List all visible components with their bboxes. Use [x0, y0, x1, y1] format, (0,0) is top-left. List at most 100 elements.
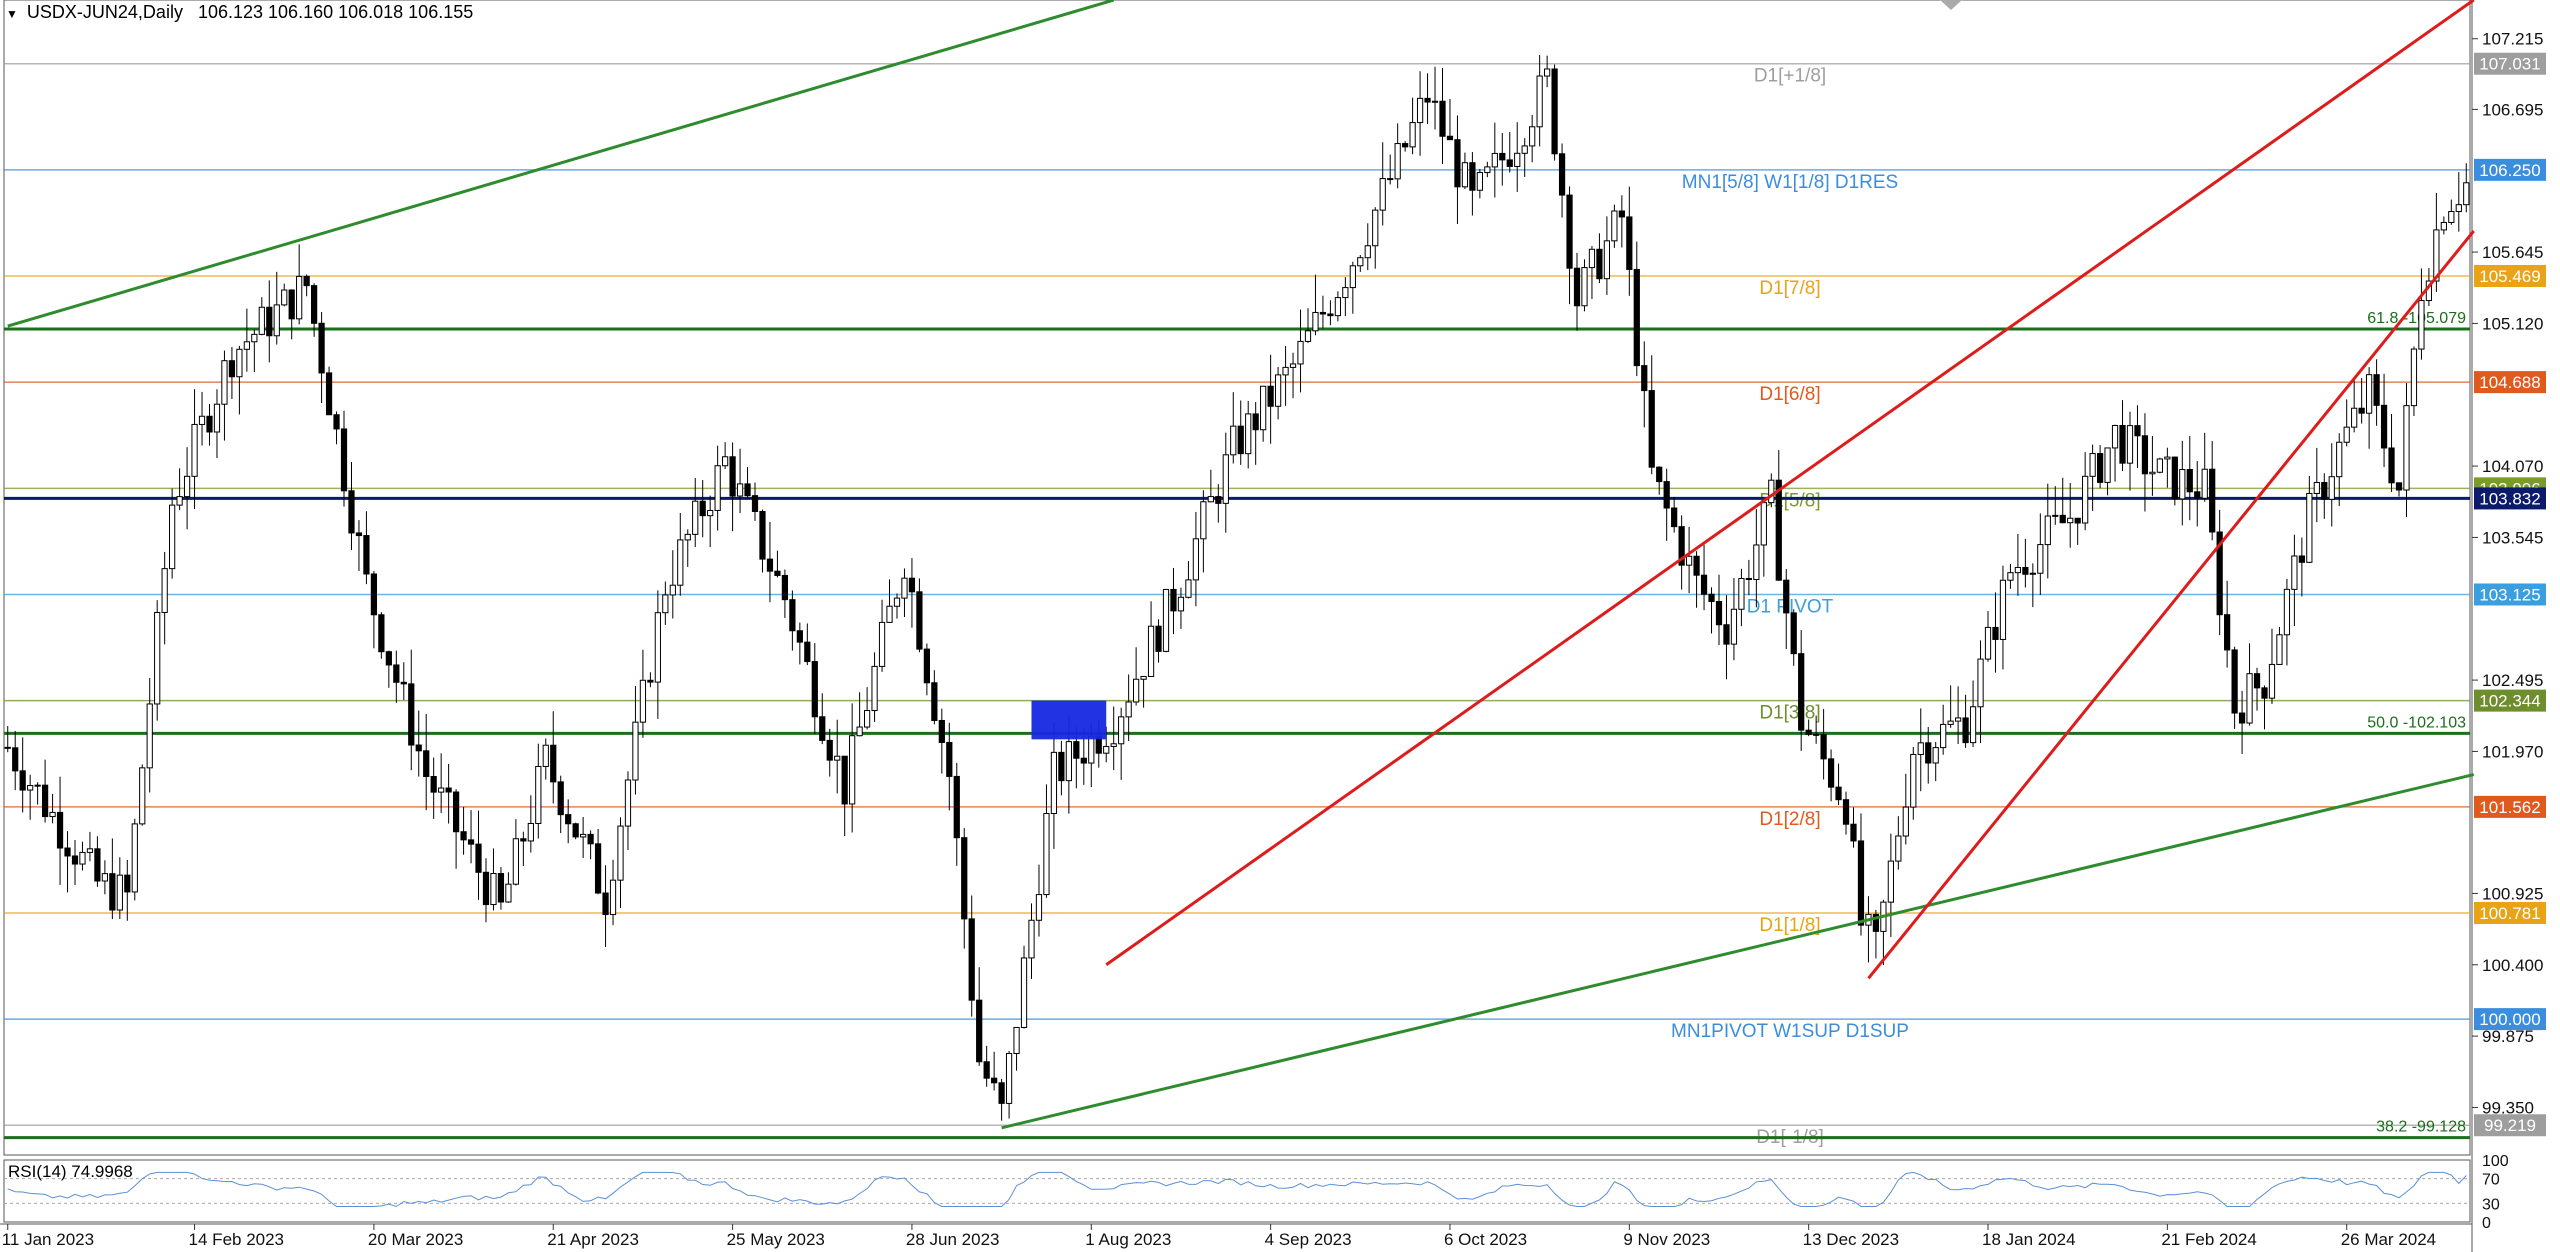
- candle-body[interactable]: [363, 535, 370, 575]
- candle-body[interactable]: [520, 838, 527, 842]
- candle-body[interactable]: [415, 744, 422, 752]
- candle-body[interactable]: [841, 755, 848, 805]
- candle-body[interactable]: [1364, 245, 1371, 259]
- candle-body[interactable]: [744, 483, 751, 497]
- candle-body[interactable]: [2261, 687, 2268, 699]
- candle-body[interactable]: [2149, 471, 2156, 475]
- candle-body[interactable]: [632, 721, 639, 781]
- candle-body[interactable]: [1835, 786, 1842, 801]
- candle-body[interactable]: [131, 823, 138, 893]
- candle-body[interactable]: [116, 874, 123, 911]
- candle-body[interactable]: [1043, 813, 1050, 896]
- candle-body[interactable]: [1730, 608, 1738, 645]
- candle-body[interactable]: [2328, 476, 2335, 500]
- candle-body[interactable]: [759, 510, 766, 560]
- candle-body[interactable]: [1177, 596, 1185, 612]
- candle-body[interactable]: [856, 726, 863, 737]
- candle-body[interactable]: [1028, 919, 1035, 959]
- candle-body[interactable]: [1424, 97, 1431, 103]
- candle-body[interactable]: [2134, 425, 2141, 437]
- candle-body[interactable]: [1073, 741, 1080, 759]
- candle-body[interactable]: [961, 837, 968, 920]
- candle-body[interactable]: [565, 814, 572, 825]
- candle-body[interactable]: [1125, 701, 1132, 718]
- candle-body[interactable]: [1708, 593, 1715, 603]
- candle-body[interactable]: [2216, 531, 2223, 616]
- candle-body[interactable]: [893, 597, 901, 607]
- candle-body[interactable]: [1618, 210, 1625, 218]
- candle-body[interactable]: [1454, 139, 1461, 188]
- candle-body[interactable]: [1611, 210, 1618, 242]
- trend-line[interactable]: [7, 0, 1115, 328]
- candle-body[interactable]: [1484, 166, 1491, 174]
- candle-body[interactable]: [1656, 466, 1663, 483]
- candle-body[interactable]: [1827, 758, 1835, 788]
- candle-body[interactable]: [101, 873, 108, 882]
- candle-body[interactable]: [669, 584, 676, 596]
- candle-body[interactable]: [1192, 538, 1200, 581]
- candle-body[interactable]: [1558, 153, 1566, 196]
- candle-body[interactable]: [2044, 515, 2051, 546]
- candle-body[interactable]: [2007, 572, 2014, 581]
- candle-body[interactable]: [183, 475, 191, 498]
- candle-body[interactable]: [176, 496, 183, 506]
- candle-body[interactable]: [1319, 311, 1327, 315]
- candle-body[interactable]: [12, 747, 19, 772]
- candle-body[interactable]: [1409, 122, 1416, 148]
- candle-body[interactable]: [34, 784, 41, 787]
- candle-body[interactable]: [535, 765, 542, 824]
- candle-body[interactable]: [2321, 481, 2328, 500]
- candle-body[interactable]: [580, 833, 587, 838]
- candle-body[interactable]: [71, 855, 79, 865]
- candle-body[interactable]: [1551, 68, 1558, 155]
- candle-body[interactable]: [1588, 248, 1596, 269]
- candle-body[interactable]: [2366, 374, 2373, 414]
- candle-body[interactable]: [1274, 374, 1282, 407]
- candle-body[interactable]: [2463, 182, 2470, 206]
- candle-body[interactable]: [1349, 265, 1356, 289]
- candle-body[interactable]: [2351, 407, 2358, 428]
- candle-body[interactable]: [1596, 248, 1603, 280]
- candle-body[interactable]: [1133, 678, 1140, 703]
- candle-body[interactable]: [1394, 143, 1401, 180]
- candle-body[interactable]: [198, 415, 206, 425]
- candle-body[interactable]: [438, 787, 445, 793]
- candle-body[interactable]: [1237, 425, 1244, 455]
- candle-body[interactable]: [303, 275, 310, 287]
- candle-body[interactable]: [27, 785, 34, 791]
- candle-body[interactable]: [1476, 172, 1483, 191]
- candle-body[interactable]: [699, 500, 706, 517]
- candle-body[interactable]: [243, 341, 250, 350]
- candle-body[interactable]: [2059, 514, 2066, 524]
- candle-body[interactable]: [1147, 625, 1155, 677]
- candle-body[interactable]: [2194, 491, 2201, 499]
- candle-body[interactable]: [1080, 757, 1087, 764]
- candle-body[interactable]: [1932, 747, 1939, 764]
- candle-body[interactable]: [2298, 555, 2305, 563]
- candle-body[interactable]: [2455, 204, 2462, 213]
- candle-body[interactable]: [654, 612, 661, 683]
- candle-body[interactable]: [1065, 741, 1072, 782]
- candle-body[interactable]: [1977, 658, 1984, 708]
- candle-body[interactable]: [908, 577, 916, 593]
- candle-body[interactable]: [804, 641, 811, 663]
- candle-body[interactable]: [1999, 579, 2007, 640]
- candle-body[interactable]: [1357, 257, 1364, 267]
- candle-body[interactable]: [736, 483, 744, 497]
- candle-body[interactable]: [1648, 390, 1655, 468]
- candle-body[interactable]: [2358, 407, 2365, 414]
- candle-body[interactable]: [1671, 507, 1678, 528]
- candle-body[interactable]: [1514, 152, 1521, 167]
- candle-body[interactable]: [774, 570, 781, 576]
- candle-body[interactable]: [1499, 152, 1506, 161]
- candle-body[interactable]: [1103, 745, 1110, 754]
- candle-body[interactable]: [1715, 601, 1723, 626]
- candle-body[interactable]: [2014, 566, 2022, 574]
- candle-body[interactable]: [1110, 743, 1117, 747]
- candle-body[interactable]: [385, 651, 392, 666]
- candle-body[interactable]: [639, 679, 647, 723]
- candle-body[interactable]: [2373, 374, 2380, 406]
- candle-body[interactable]: [1118, 716, 1125, 745]
- candle-body[interactable]: [1850, 823, 1857, 842]
- candle-body[interactable]: [467, 839, 475, 845]
